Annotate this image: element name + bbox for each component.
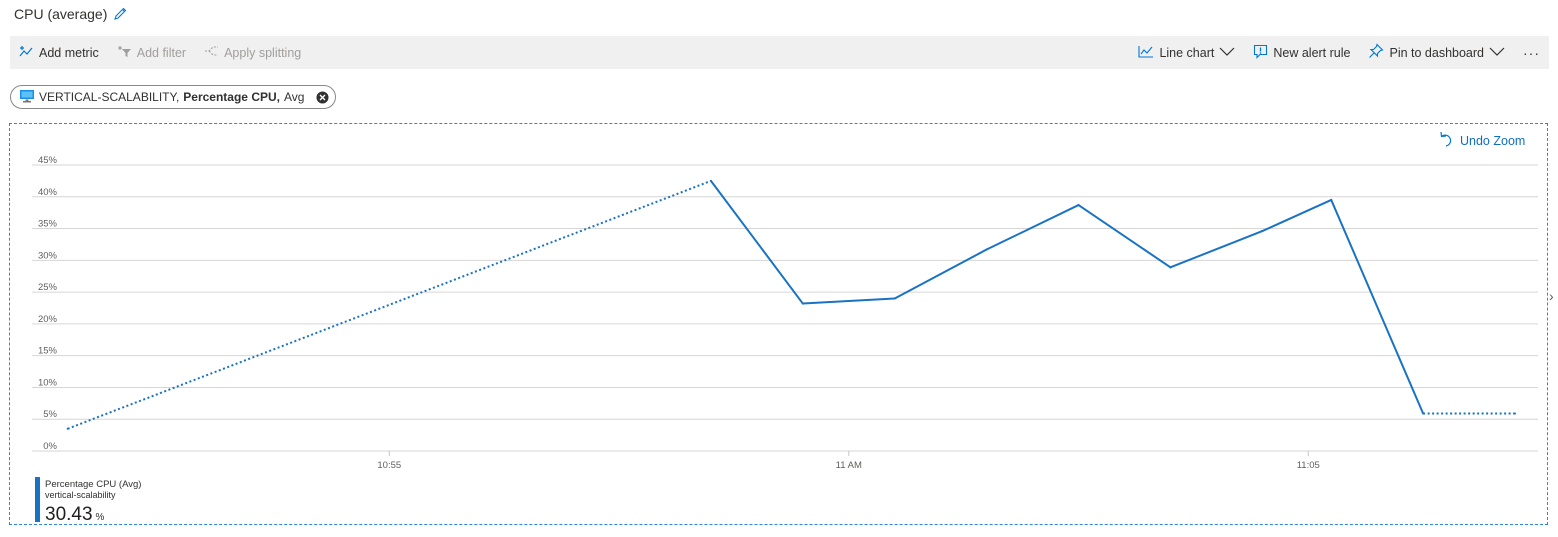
new-alert-rule-button[interactable]: New alert rule [1244,36,1359,69]
apply-splitting-label: Apply splitting [224,45,302,60]
y-tick-label: 15% [38,346,58,357]
legend-unit: % [95,512,105,523]
y-tick-label: 45% [38,155,58,166]
series-gap-segment [67,179,712,430]
more-icon: ··· [1523,44,1540,61]
pencil-icon[interactable] [113,7,127,21]
series-point [1169,266,1172,269]
chevron-left-icon[interactable]: ‹ [0,288,1,304]
pin-to-dashboard-dropdown[interactable]: Pin to dashboard [1359,36,1514,69]
pin-to-dashboard-label: Pin to dashboard [1389,45,1484,60]
y-tick-label: 10% [38,377,58,388]
pin-icon [1368,43,1385,62]
add-metric-button[interactable]: Add metric [10,36,108,69]
y-tick-label: 20% [38,314,58,325]
undo-zoom-label: Undo Zoom [1460,133,1526,148]
metric-chip[interactable]: VERTICAL-SCALABILITY, Percentage CPU, Av… [10,85,337,109]
y-tick-label: 25% [38,282,58,293]
apply-splitting-icon [204,45,219,61]
chart-area-border [9,123,1548,525]
add-filter-icon [117,45,132,61]
legend-text: Percentage CPU (Avg) vertical-scalabilit… [45,479,141,529]
add-metric-label: Add metric [39,45,99,60]
series-line-segment [893,248,988,300]
chart-title-row: CPU (average) [14,4,127,24]
chevron-down-icon [1219,46,1235,60]
legend-resource-name: vertical-scalability [45,490,116,500]
x-tick-label: 11:05 [1297,460,1320,471]
series-line-segment [1077,204,1172,269]
series-line-segment [1169,230,1264,269]
series-point [893,297,896,300]
series-line-segment [801,297,896,305]
y-tick-label: 5% [43,409,57,420]
series-line-segment [709,179,804,305]
add-filter-label: Add filter [136,45,187,60]
metric-chip-aggregation: Avg [283,90,305,104]
add-filter-button[interactable]: Add filter [108,36,195,69]
series-point [1077,204,1080,207]
legend-value-number: 30.43 [45,504,93,525]
y-tick-label: 0% [43,441,57,452]
x-tick-label: 10:55 [377,460,401,471]
series-point [709,179,712,182]
legend-series-name: Percentage CPU (Avg) [45,479,142,490]
y-tick-label: 35% [38,219,58,230]
series-point [1330,198,1333,201]
apply-splitting-button[interactable]: Apply splitting [195,36,310,69]
metric-chip-resource: VERTICAL-SCALABILITY, [39,90,180,104]
virtual-machine-icon [19,89,35,106]
series-point [801,302,804,305]
line-chart-icon [1138,45,1154,61]
toolbar-right-group: Line chart New alert rule Pin to dashboa… [1129,36,1549,69]
series-line-segment [985,204,1080,251]
series-line-segment [1330,198,1425,415]
alert-icon [1253,44,1268,62]
chart-title: CPU (average) [14,6,108,22]
remove-metric-icon[interactable] [316,91,329,104]
metrics-toolbar: Add metric Add filter Apply splitting Li… [10,36,1549,69]
series-point [66,427,69,430]
series-line-segment [1261,198,1333,233]
y-tick-label: 30% [38,250,58,261]
undo-icon [1438,131,1454,150]
chevron-down-icon [1489,46,1505,60]
new-alert-rule-label: New alert rule [1273,45,1351,60]
series-point [985,248,988,251]
chart-type-dropdown[interactable]: Line chart [1129,36,1244,69]
legend-value: 30.43% [45,504,141,529]
y-tick-label: 40% [38,187,58,198]
more-options-button[interactable]: ··· [1514,36,1549,69]
undo-zoom-button[interactable]: Undo Zoom [1438,131,1525,150]
add-metric-icon [19,45,34,61]
toolbar-left-group: Add metric Add filter Apply splitting [10,36,310,69]
x-tick-label: 11 AM [836,460,862,471]
series-point [1261,230,1264,233]
series-point [1514,412,1517,415]
series-point [1422,412,1425,415]
chart-type-label: Line chart [1159,45,1215,60]
metric-chip-metric: Percentage CPU, [183,90,280,104]
chevron-right-icon[interactable]: › [1549,288,1554,304]
legend-color-bar [35,477,40,522]
